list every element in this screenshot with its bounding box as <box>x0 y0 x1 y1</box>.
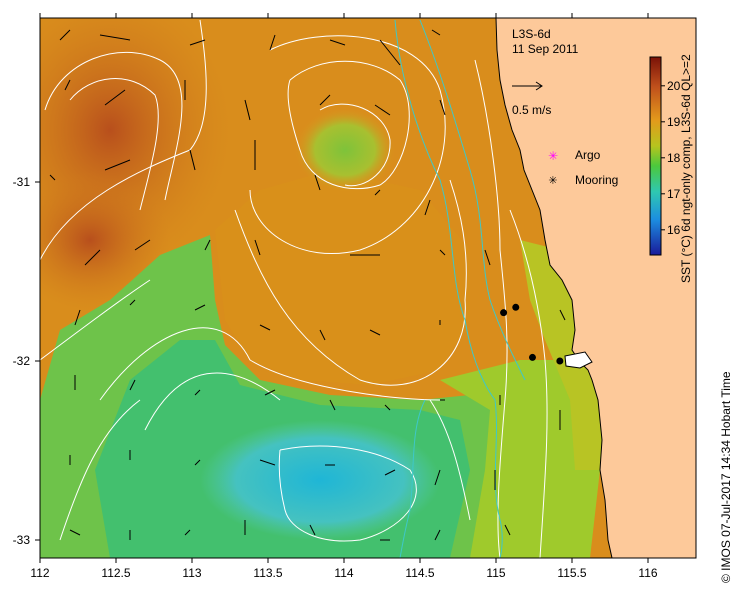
legend-label-mooring: Mooring <box>575 173 618 187</box>
x-axis-labels: 112 112.5 113 113.5 114 114.5 115 115.5 … <box>30 566 657 580</box>
black-star-icon: ✳ <box>548 174 557 187</box>
mooring-marker <box>500 309 508 317</box>
y-tick-label: -33 <box>13 533 31 547</box>
x-tick-label: 112.5 <box>101 566 130 580</box>
x-tick-label: 112 <box>30 566 49 580</box>
mooring-marker <box>528 353 536 361</box>
colorbar-tick-label: 18 <box>667 151 681 165</box>
copyright-label: © IMOS 07-Jul-2017 14:34 Hobart Time <box>719 371 733 583</box>
x-tick-label: 114.5 <box>405 566 434 580</box>
x-tick-label: 115.5 <box>557 566 586 580</box>
colorbar-ticks: 20 19 18 17 16 <box>661 79 681 237</box>
product-label: L3S-6d <box>512 27 551 41</box>
current-vectors <box>49 29 566 541</box>
y-tick-label: -31 <box>13 175 31 189</box>
scale-arrow <box>512 81 543 91</box>
x-tick-label: 115 <box>486 566 505 580</box>
y-tick-label: -32 <box>13 354 31 368</box>
colorbar-ramp <box>649 56 662 256</box>
colorbar-tick-label: 17 <box>667 187 681 201</box>
x-tick-label: 113 <box>182 566 201 580</box>
land-mass <box>495 18 696 558</box>
legend: ✳ Argo ✳ Mooring <box>548 148 618 187</box>
y-axis-labels: -31 -32 -33 <box>13 175 31 547</box>
warm-core-region-south <box>40 170 170 310</box>
mooring-marker <box>512 303 520 311</box>
colorbar-tick-label: 20 <box>667 79 681 93</box>
estuary <box>564 351 593 369</box>
colorbar: 20 19 18 17 16 SST (°C) 6d ngt-only comp, L3… <box>649 54 693 283</box>
colorbar-title: SST (°C) 6d ngt-only comp, L3S-6d QL>=2 <box>679 54 693 283</box>
eddy-core <box>295 108 395 192</box>
anticyclonic-ring <box>215 170 470 385</box>
mooring-markers <box>500 303 564 365</box>
x-tick-label: 116 <box>638 566 657 580</box>
mooring-marker <box>556 357 564 365</box>
x-tick-label: 113.5 <box>253 566 282 580</box>
colorbar-tick-label: 19 <box>667 115 681 129</box>
coastal-transition-region <box>440 360 610 558</box>
x-tick-label: 114 <box>334 566 353 580</box>
axis-ticks <box>35 13 649 563</box>
colorbar-tick-label: 16 <box>667 223 681 237</box>
sst-field <box>40 18 696 558</box>
plot-frame <box>39 17 697 559</box>
scale-label: 0.5 m/s <box>512 103 551 117</box>
date-label: 11 Sep 2011 <box>512 42 579 56</box>
bathymetry-contours <box>394 19 526 558</box>
magenta-star-icon: ✳ <box>548 149 558 163</box>
legend-label-argo: Argo <box>575 148 601 162</box>
cold-pool-region <box>200 420 440 540</box>
